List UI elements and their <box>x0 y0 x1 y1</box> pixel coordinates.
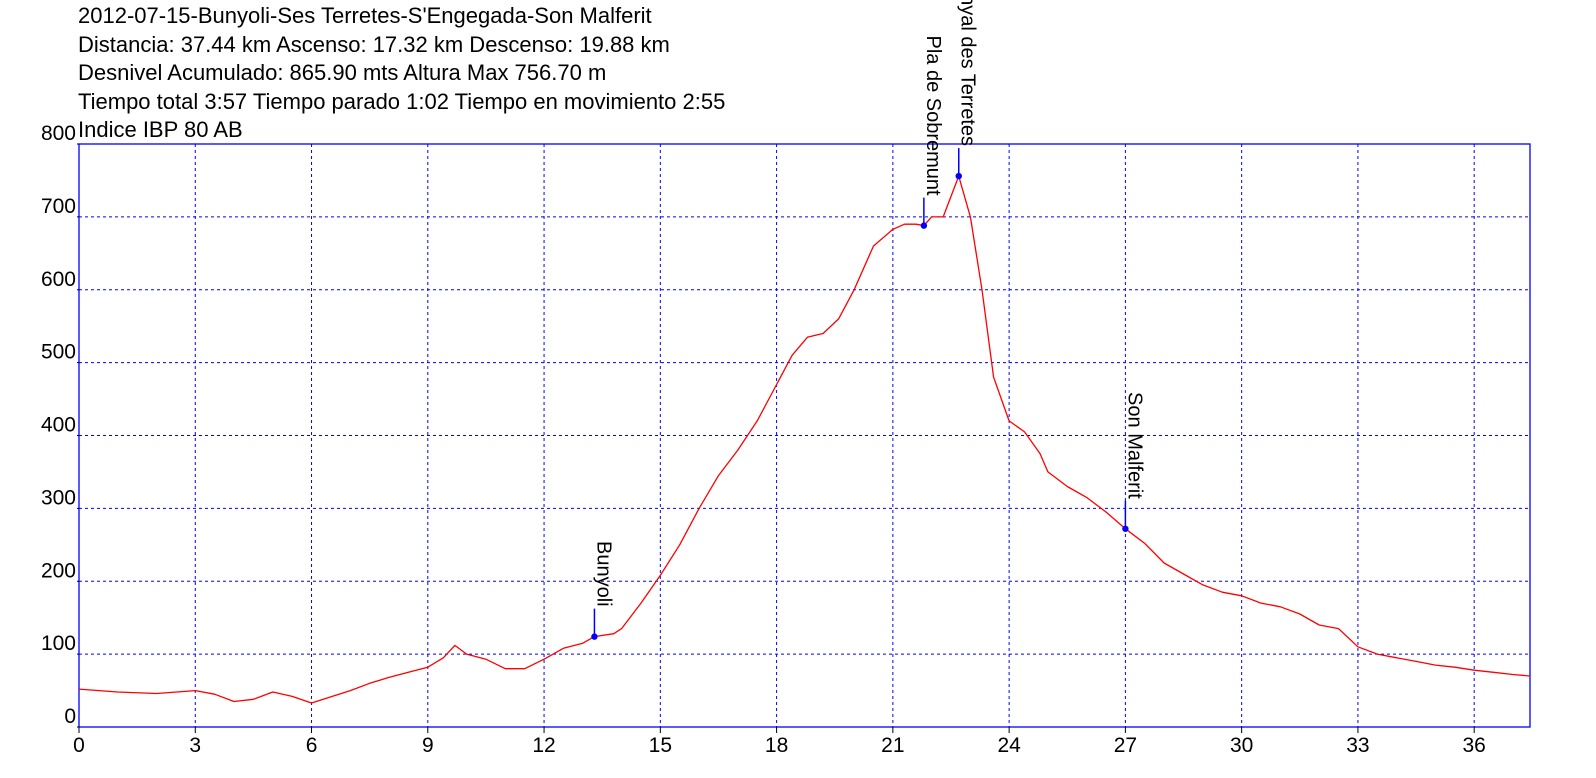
x-tick-label: 21 <box>881 734 904 757</box>
y-tick-label: 400 <box>41 414 76 437</box>
waypoint: Penyal des Terretes <box>955 0 979 180</box>
x-tick-label: 36 <box>1463 734 1486 757</box>
x-tick-label: 12 <box>532 734 555 757</box>
y-tick-label: 600 <box>41 268 76 291</box>
x-tick-label: 27 <box>1114 734 1137 757</box>
waypoint-markers: Bunyoli Pla de Sobremunt Penyal des Terret… <box>591 0 1145 640</box>
waypoint-dot <box>920 222 928 229</box>
x-tick-label: 9 <box>422 734 434 757</box>
waypoint: Bunyoli <box>591 541 614 640</box>
waypoint-dot <box>1122 525 1129 532</box>
stats-ibp-line: Indice IBP 80 AB <box>78 117 243 142</box>
stats-time-line: Tiempo total 3:57 Tiempo parado 1:02 Tie… <box>78 88 726 114</box>
grid-lines <box>79 144 1530 727</box>
x-tick-label: 33 <box>1346 734 1369 757</box>
waypoint-dot <box>591 633 598 640</box>
y-tick-label: 500 <box>41 341 76 364</box>
x-tick-label: 0 <box>73 734 85 757</box>
y-axis-ticks: 0 100 200 300 400 500 600 700 800 <box>41 122 79 728</box>
elevation-profile-line <box>78 175 1531 704</box>
x-tick-label: 18 <box>765 734 788 757</box>
y-tick-label: 700 <box>41 195 76 218</box>
stats-elevation-line: Desnivel Acumulado: 865.90 mts Altura Ma… <box>78 60 607 85</box>
waypoint-dot <box>955 172 962 180</box>
waypoint-label: Penyal des Terretes <box>957 0 979 146</box>
chart-title: 2012-07-15-Bunyoli-Ses Terretes-S'Engega… <box>78 3 652 28</box>
waypoint: Son Malferit <box>1122 392 1145 532</box>
x-tick-label: 15 <box>649 734 672 757</box>
y-tick-label: 0 <box>64 705 76 728</box>
y-tick-label: 800 <box>41 122 76 145</box>
x-tick-label: 24 <box>997 734 1021 757</box>
waypoint-label: Pla de Sobremunt <box>922 36 944 197</box>
y-tick-label: 200 <box>41 559 76 582</box>
stats-distance-line: Distancia: 37.44 km Ascenso: 17.32 km De… <box>78 31 670 57</box>
x-tick-label: 30 <box>1230 734 1253 757</box>
x-tick-label: 3 <box>189 734 201 757</box>
y-tick-label: 100 <box>41 632 76 655</box>
chart-header: 2012-07-15-Bunyoli-Ses Terretes-S'Engega… <box>78 2 725 145</box>
waypoint: Pla de Sobremunt <box>920 36 944 229</box>
x-tick-label: 6 <box>306 734 318 757</box>
x-axis-ticks: 0 3 6 9 12 15 18 21 24 27 30 33 36 <box>73 727 1486 757</box>
waypoint-label: Bunyoli <box>592 541 614 607</box>
y-tick-label: 300 <box>41 486 76 509</box>
waypoint-label: Son Malferit <box>1123 392 1145 499</box>
